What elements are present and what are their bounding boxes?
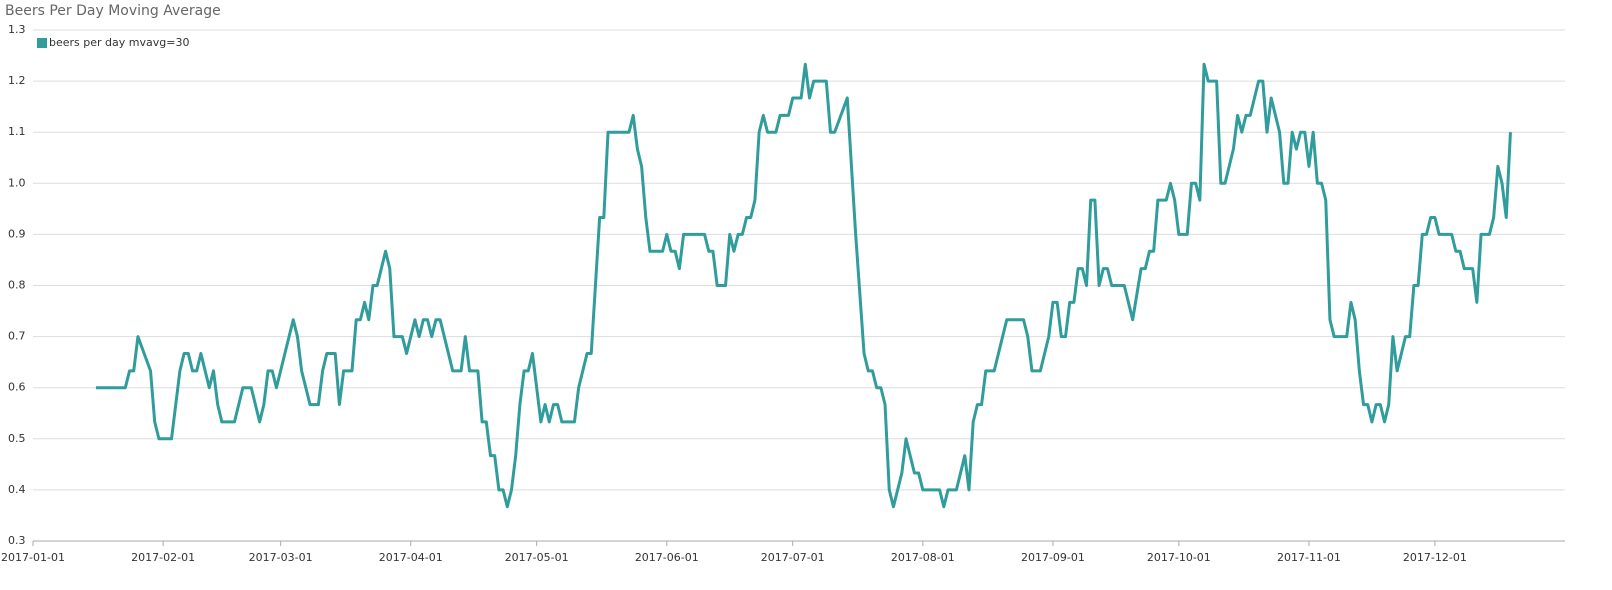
x-tick-label: 2017-07-01 <box>761 551 825 564</box>
legend-label: beers per day mvavg=30 <box>49 36 189 49</box>
legend-swatch <box>37 38 47 48</box>
x-tick-label: 2017-08-01 <box>891 551 955 564</box>
y-tick-label: 0.3 <box>8 534 26 547</box>
y-tick-label: 0.9 <box>8 227 26 240</box>
y-tick-label: 0.7 <box>8 330 26 343</box>
y-tick-label: 0.4 <box>8 483 26 496</box>
x-tick-label: 2017-06-01 <box>635 551 699 564</box>
x-tick-label: 2017-05-01 <box>505 551 569 564</box>
y-tick-label: 0.8 <box>8 279 26 292</box>
chart-title: Beers Per Day Moving Average <box>5 3 221 19</box>
x-tick-label: 2017-12-01 <box>1403 551 1467 564</box>
x-tick-label: 2017-01-01 <box>1 551 65 564</box>
y-tick-label: 1.2 <box>8 74 26 87</box>
y-tick-label: 1.0 <box>8 176 26 189</box>
x-tick-label: 2017-10-01 <box>1147 551 1211 564</box>
x-tick-label: 2017-11-01 <box>1277 551 1341 564</box>
y-tick-label: 0.5 <box>8 432 26 445</box>
y-tick-label: 0.6 <box>8 381 26 394</box>
y-tick-label: 1.3 <box>8 23 26 36</box>
y-tick-label: 1.1 <box>8 125 26 138</box>
x-tick-label: 2017-09-01 <box>1021 551 1085 564</box>
x-tick-label: 2017-03-01 <box>249 551 313 564</box>
data-line <box>95 62 1512 509</box>
x-tick-label: 2017-02-01 <box>131 551 195 564</box>
x-tick-label: 2017-04-01 <box>379 551 443 564</box>
